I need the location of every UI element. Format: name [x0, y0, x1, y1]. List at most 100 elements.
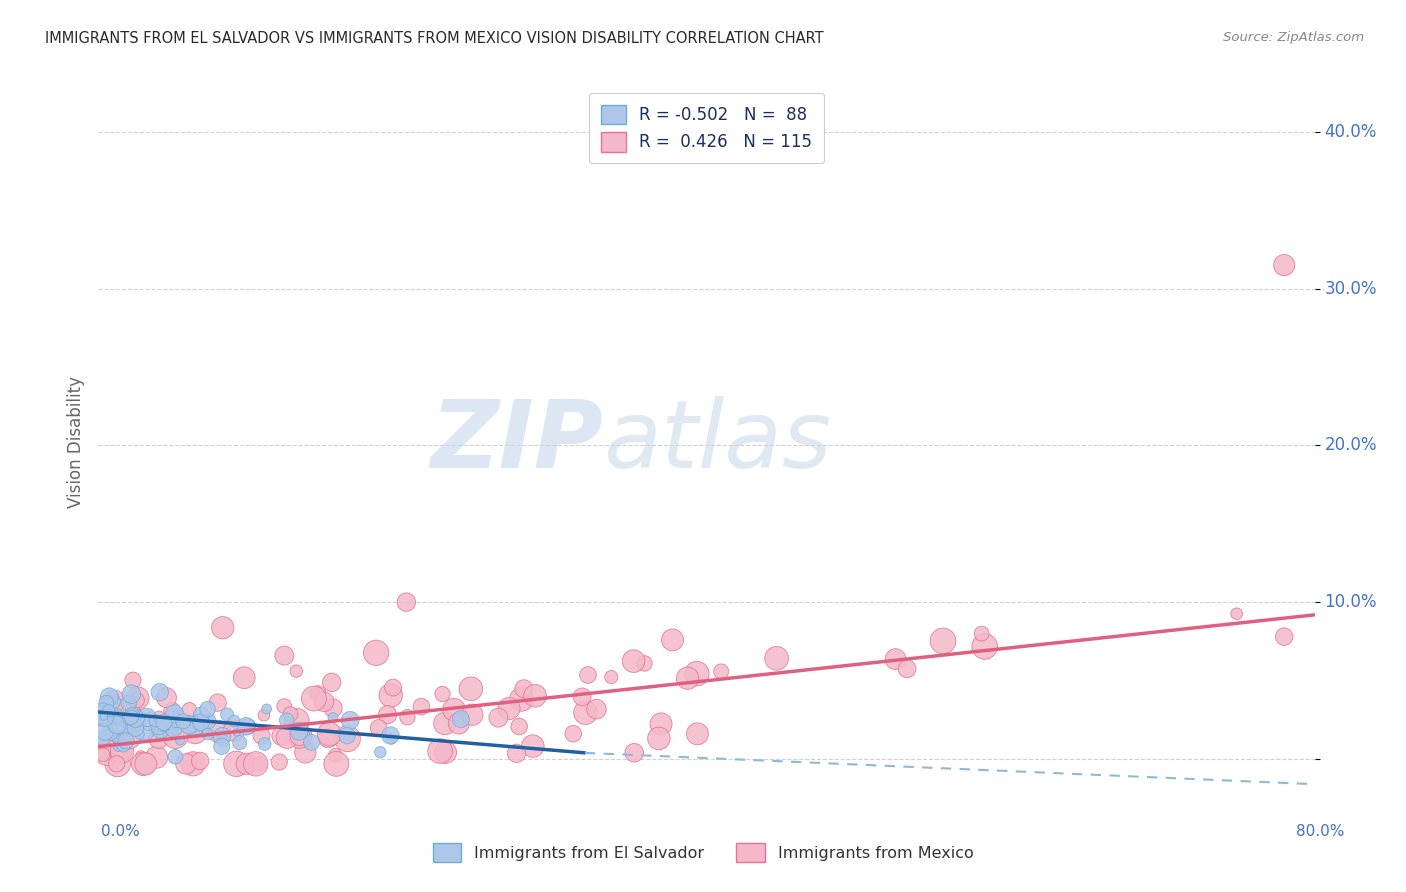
Point — [181, 756, 204, 771]
Point — [1272, 258, 1295, 272]
Point — [228, 736, 250, 750]
Point — [172, 714, 194, 729]
Point — [380, 728, 402, 742]
Point — [183, 716, 205, 731]
Point — [443, 703, 465, 717]
Point — [148, 731, 170, 746]
Point — [153, 719, 176, 733]
Point — [562, 727, 585, 741]
Point — [132, 756, 155, 771]
Text: atlas: atlas — [603, 396, 831, 487]
Point — [225, 756, 247, 771]
Point — [179, 703, 201, 717]
Text: IMMIGRANTS FROM EL SALVADOR VS IMMIGRANTS FROM MEXICO VISION DISABILITY CORRELAT: IMMIGRANTS FROM EL SALVADOR VS IMMIGRANT… — [45, 31, 824, 46]
Point — [321, 675, 343, 690]
Point — [98, 740, 121, 755]
Point — [339, 714, 361, 728]
Point — [122, 708, 145, 723]
Point — [105, 731, 128, 746]
Point — [125, 693, 148, 707]
Point — [91, 703, 114, 717]
Point — [93, 714, 115, 728]
Y-axis label: Vision Disability: Vision Disability — [66, 376, 84, 508]
Point — [322, 701, 344, 715]
Legend: Immigrants from El Salvador, Immigrants from Mexico: Immigrants from El Salvador, Immigrants … — [426, 837, 980, 868]
Point — [212, 734, 235, 748]
Point — [307, 687, 329, 701]
Point — [105, 723, 128, 737]
Point — [148, 720, 170, 734]
Point — [623, 654, 645, 668]
Point — [91, 706, 114, 720]
Point — [222, 723, 245, 738]
Point — [179, 718, 201, 732]
Point — [294, 745, 316, 759]
Point — [253, 737, 276, 751]
Point — [211, 739, 233, 754]
Point — [432, 687, 454, 701]
Point — [118, 719, 141, 733]
Point — [174, 756, 197, 771]
Point — [460, 681, 482, 696]
Point — [236, 756, 259, 771]
Point — [103, 696, 125, 710]
Point — [322, 711, 344, 725]
Point — [153, 715, 176, 730]
Point — [380, 689, 402, 703]
Point — [149, 723, 172, 737]
Text: 0.0%: 0.0% — [101, 824, 141, 838]
Point — [135, 725, 157, 739]
Point — [301, 735, 323, 749]
Point — [101, 694, 124, 708]
Point — [122, 673, 145, 688]
Point — [710, 665, 733, 679]
Point — [135, 756, 157, 771]
Point — [429, 744, 451, 758]
Point — [94, 724, 117, 739]
Point — [633, 657, 655, 671]
Point — [197, 714, 219, 728]
Point — [115, 721, 138, 735]
Point — [623, 746, 645, 760]
Point — [105, 747, 128, 762]
Point — [120, 687, 142, 701]
Point — [101, 711, 124, 725]
Point — [124, 721, 146, 735]
Point — [111, 722, 134, 736]
Point — [325, 748, 347, 763]
Point — [285, 664, 308, 678]
Point — [111, 744, 134, 758]
Point — [169, 733, 191, 747]
Point — [118, 731, 141, 745]
Point — [571, 690, 593, 704]
Point — [94, 711, 117, 725]
Point — [138, 714, 160, 729]
Point — [396, 710, 419, 724]
Point — [302, 691, 325, 706]
Point — [129, 749, 152, 764]
Point — [91, 731, 114, 746]
Point — [433, 716, 456, 731]
Point — [112, 739, 135, 753]
Point — [91, 747, 114, 762]
Point — [107, 756, 129, 771]
Point — [524, 689, 547, 703]
Point — [932, 634, 955, 648]
Point — [280, 707, 302, 722]
Point — [184, 725, 207, 739]
Point — [96, 723, 118, 738]
Point — [318, 727, 340, 741]
Point — [162, 722, 184, 736]
Point — [124, 712, 146, 726]
Point — [411, 699, 433, 714]
Point — [395, 595, 418, 609]
Point — [121, 708, 143, 723]
Point — [434, 745, 457, 759]
Point — [505, 746, 527, 760]
Text: ZIP: ZIP — [430, 395, 603, 488]
Point — [165, 729, 187, 743]
Point — [576, 668, 599, 682]
Point — [91, 710, 114, 724]
Point — [522, 739, 544, 753]
Point — [100, 709, 122, 723]
